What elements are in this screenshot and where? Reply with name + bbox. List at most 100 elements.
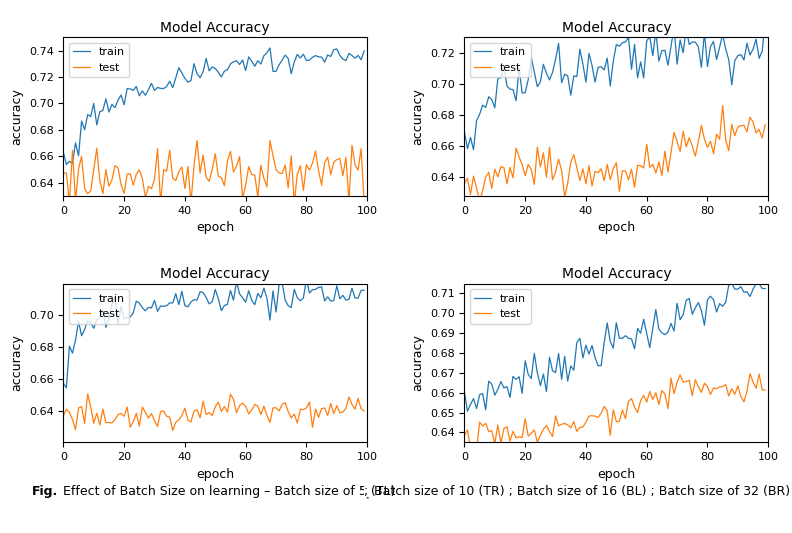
train bbox=[131, 83, 141, 90]
Line: train: train bbox=[63, 279, 364, 388]
Y-axis label: accuracy: accuracy bbox=[411, 335, 425, 391]
Line: test: test bbox=[63, 394, 364, 431]
test bbox=[219, 182, 229, 189]
train bbox=[642, 37, 652, 44]
train bbox=[341, 58, 351, 64]
train bbox=[216, 74, 226, 80]
test bbox=[59, 413, 68, 419]
train bbox=[618, 39, 627, 46]
train bbox=[350, 295, 360, 301]
train bbox=[302, 276, 311, 282]
train bbox=[59, 380, 68, 386]
train bbox=[742, 288, 752, 295]
test bbox=[742, 128, 752, 135]
X-axis label: epoch: epoch bbox=[196, 221, 234, 235]
train bbox=[642, 330, 652, 337]
train bbox=[350, 55, 360, 61]
train bbox=[760, 18, 770, 24]
test bbox=[131, 410, 141, 416]
test bbox=[642, 141, 652, 148]
Text: Effect of Batch Size on learning – Batch size of 5 (TL): Effect of Batch Size on learning – Batch… bbox=[59, 485, 396, 498]
test bbox=[760, 386, 770, 393]
train bbox=[341, 297, 351, 303]
train bbox=[62, 161, 71, 168]
train bbox=[739, 57, 748, 63]
train bbox=[216, 308, 226, 314]
test bbox=[459, 433, 469, 439]
Title: Model Accuracy: Model Accuracy bbox=[161, 21, 270, 35]
test bbox=[360, 408, 369, 414]
train bbox=[748, 46, 758, 52]
test bbox=[718, 102, 727, 109]
train bbox=[520, 90, 530, 96]
test bbox=[350, 406, 360, 413]
train bbox=[727, 280, 737, 287]
train bbox=[520, 358, 530, 364]
test bbox=[532, 439, 542, 446]
Line: test: test bbox=[63, 141, 364, 203]
train bbox=[469, 147, 478, 153]
test bbox=[219, 403, 229, 410]
train bbox=[62, 385, 71, 391]
train bbox=[241, 299, 250, 305]
test bbox=[618, 168, 627, 174]
Line: train: train bbox=[464, 284, 765, 411]
train bbox=[760, 285, 770, 292]
train bbox=[241, 67, 250, 74]
test bbox=[131, 171, 141, 177]
Title: Model Accuracy: Model Accuracy bbox=[562, 21, 671, 35]
X-axis label: epoch: epoch bbox=[196, 467, 234, 481]
train bbox=[120, 102, 129, 108]
test bbox=[120, 190, 129, 197]
test bbox=[760, 122, 770, 128]
train bbox=[532, 369, 542, 376]
test bbox=[520, 173, 530, 179]
train bbox=[532, 84, 542, 90]
train bbox=[265, 45, 275, 51]
Title: Model Accuracy: Model Accuracy bbox=[562, 267, 671, 281]
Legend: train, test: train, test bbox=[69, 43, 129, 77]
test bbox=[120, 413, 129, 419]
test bbox=[475, 198, 485, 204]
Legend: train, test: train, test bbox=[470, 289, 531, 324]
Y-axis label: accuracy: accuracy bbox=[10, 88, 23, 145]
test bbox=[83, 391, 93, 397]
train bbox=[59, 149, 68, 156]
Line: train: train bbox=[63, 48, 364, 165]
test bbox=[192, 138, 202, 144]
test bbox=[341, 154, 351, 160]
train bbox=[752, 280, 761, 287]
Title: Model Accuracy: Model Accuracy bbox=[161, 267, 270, 281]
Text: ;: ; bbox=[364, 485, 368, 498]
Legend: train, test: train, test bbox=[470, 43, 531, 77]
train bbox=[459, 389, 469, 395]
Legend: train, test: train, test bbox=[69, 289, 129, 324]
test bbox=[532, 144, 542, 150]
train bbox=[463, 408, 472, 415]
test bbox=[360, 199, 369, 206]
test bbox=[459, 180, 469, 187]
test bbox=[642, 399, 652, 405]
test bbox=[244, 163, 253, 169]
test bbox=[745, 370, 755, 377]
Y-axis label: accuracy: accuracy bbox=[10, 335, 23, 391]
test bbox=[65, 199, 74, 206]
test bbox=[752, 130, 761, 136]
train bbox=[120, 316, 129, 322]
test bbox=[618, 407, 627, 413]
test bbox=[739, 399, 748, 405]
test bbox=[59, 169, 68, 176]
train bbox=[360, 47, 369, 54]
test bbox=[350, 161, 360, 168]
test bbox=[520, 415, 530, 422]
test bbox=[168, 427, 177, 434]
test bbox=[244, 410, 253, 417]
Line: train: train bbox=[464, 21, 765, 150]
Y-axis label: accuracy: accuracy bbox=[411, 88, 425, 145]
X-axis label: epoch: epoch bbox=[597, 221, 635, 235]
X-axis label: epoch: epoch bbox=[597, 467, 635, 481]
Line: test: test bbox=[464, 106, 765, 201]
Text: Fig.: Fig. bbox=[32, 485, 58, 498]
train bbox=[360, 287, 369, 293]
test bbox=[341, 405, 351, 411]
